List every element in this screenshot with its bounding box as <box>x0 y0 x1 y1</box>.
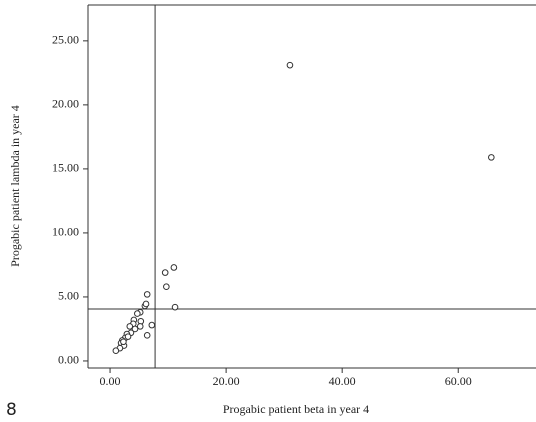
point <box>134 310 141 317</box>
y-tick-label: 5.00 <box>58 289 79 303</box>
point <box>143 332 151 339</box>
y-tick-label: 20.00 <box>52 97 79 111</box>
x-tick-label: 60.00 <box>445 374 472 388</box>
y-axis-label: Progabic patient lambda in year 4 <box>8 105 22 267</box>
annotation: 8 <box>6 400 17 420</box>
point <box>488 154 495 161</box>
point <box>161 269 169 276</box>
point <box>112 347 120 355</box>
point <box>143 291 151 298</box>
point <box>286 61 294 69</box>
point <box>124 333 132 340</box>
y-tick-label: 10.00 <box>52 225 79 239</box>
y-tick-label: 0.00 <box>58 353 79 367</box>
point <box>136 323 144 330</box>
point <box>131 325 139 333</box>
y-tick-label: 15.00 <box>52 161 79 175</box>
point <box>171 303 179 311</box>
point <box>170 264 178 271</box>
x-tick-label: 0.00 <box>100 374 121 388</box>
point <box>126 323 134 330</box>
x-tick-label: 20.00 <box>213 374 240 388</box>
point <box>148 321 156 329</box>
point <box>120 338 127 346</box>
x-axis-label: Progabic patient beta in year 4 <box>223 402 369 416</box>
y-tick-label: 25.00 <box>52 33 79 47</box>
x-tick-label: 40.00 <box>329 374 356 388</box>
point <box>142 300 150 308</box>
point <box>163 283 170 290</box>
